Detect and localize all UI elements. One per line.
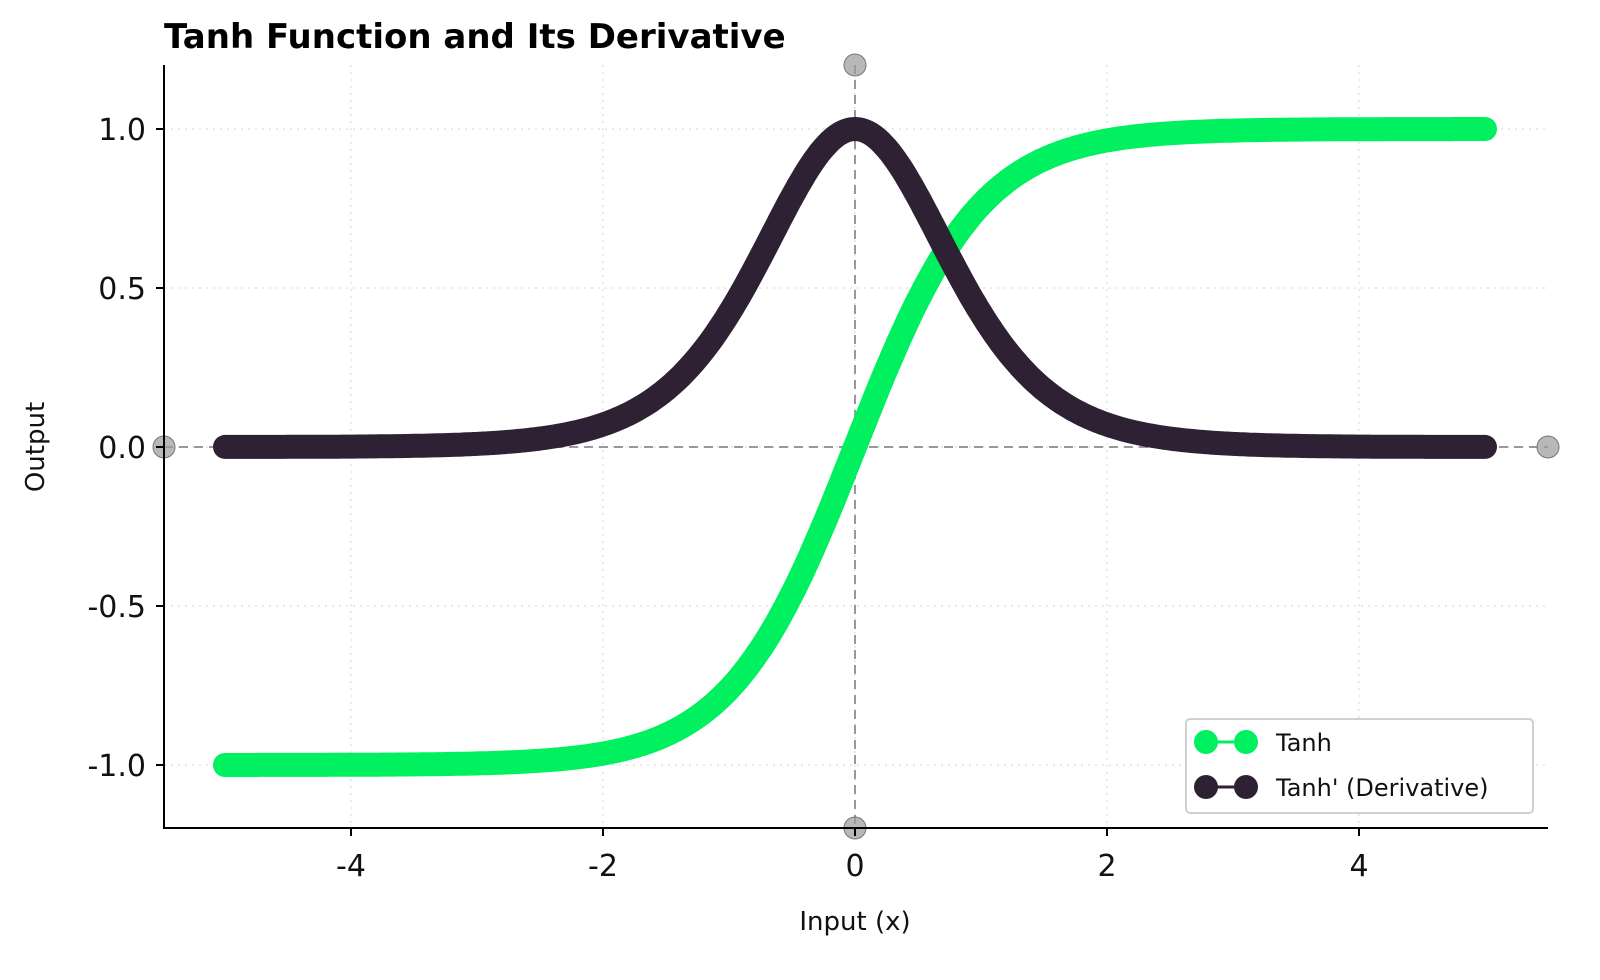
series-line-1 xyxy=(213,117,1497,459)
y-tick-label: 0.0 xyxy=(98,431,146,466)
chart-title: Tanh Function and Its Derivative xyxy=(164,17,786,57)
y-tick-label: -0.5 xyxy=(87,590,146,625)
reference-marker-icon xyxy=(1536,435,1560,459)
y-tick-label: 1.0 xyxy=(98,113,146,148)
legend-marker-icon xyxy=(1234,730,1258,754)
reference-marker-icon xyxy=(843,53,867,77)
tick-labels: -4 -2 0 2 4 -1.0 -0.5 0.0 0.5 1.0 xyxy=(87,113,1368,884)
legend: Tanh Tanh' (Derivative) xyxy=(1185,718,1534,814)
y-tick-label: -1.0 xyxy=(87,749,146,784)
legend-label: Tanh xyxy=(1275,729,1332,757)
legend-box xyxy=(1185,718,1534,814)
x-tick-label: 4 xyxy=(1349,849,1368,884)
legend-marker-icon xyxy=(1194,775,1218,799)
legend-marker-icon xyxy=(1234,775,1258,799)
legend-marker-icon xyxy=(1194,730,1218,754)
x-tick-label: -2 xyxy=(588,849,618,884)
y-tick-label: 0.5 xyxy=(98,272,146,307)
x-tick-label: 2 xyxy=(1097,849,1116,884)
y-axis-label: Output xyxy=(21,402,51,492)
series-line-0 xyxy=(213,117,1497,777)
x-tick-label: 0 xyxy=(845,849,864,884)
x-axis-label: Input (x) xyxy=(799,907,910,937)
x-tick-label: -4 xyxy=(336,849,366,884)
data-series xyxy=(213,117,1497,777)
legend-label: Tanh' (Derivative) xyxy=(1275,774,1489,802)
